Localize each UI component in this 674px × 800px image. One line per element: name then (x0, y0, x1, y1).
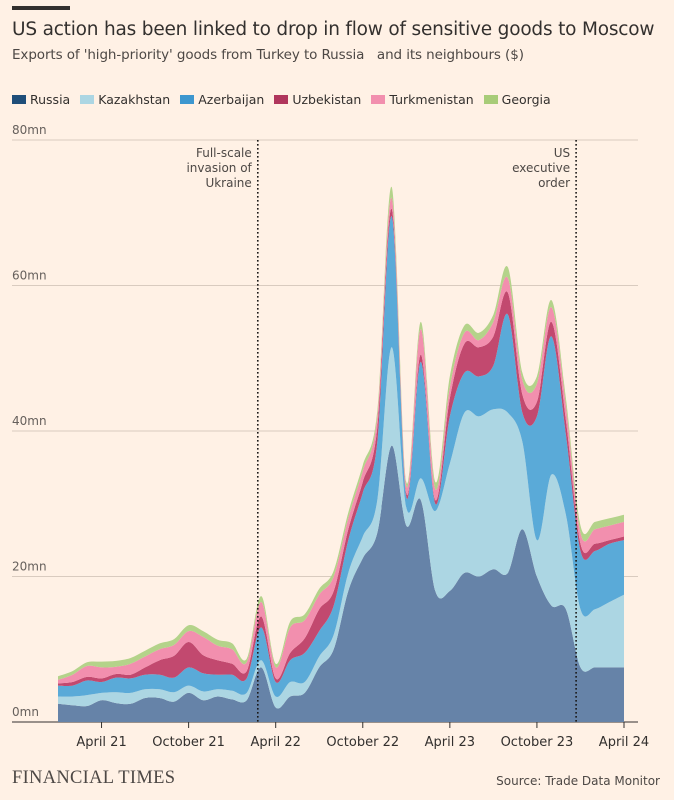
x-tick-label: October 21 (152, 735, 225, 750)
x-tick-label: April 21 (76, 735, 126, 750)
x-tick-label: April 22 (250, 735, 300, 750)
legend-label-georgia: Georgia (501, 92, 551, 107)
annotation-label: invasion of (186, 161, 252, 175)
chart-subtitle: Exports of 'high-priority' goods from Tu… (12, 47, 524, 63)
legend-swatch-kazakhstan (80, 95, 95, 104)
annotation-label: Ukraine (205, 176, 251, 190)
legend-item-uzbekistan: Uzbekistan (274, 92, 361, 107)
legend-label-russia: Russia (30, 92, 71, 107)
legend-swatch-turkmenistan (371, 95, 386, 104)
legend-swatch-georgia (483, 95, 498, 104)
legend-label-kazakhstan: Kazakhstan (98, 92, 171, 107)
legend-item-georgia: Georgia (483, 92, 551, 107)
source-note: Source: Trade Data Monitor (496, 774, 660, 788)
x-tick-label: April 24 (599, 735, 649, 750)
legend-item-kazakhstan: Kazakhstan (80, 92, 170, 107)
legend-label-turkmenistan: Turkmenistan (389, 92, 474, 107)
x-tick-label: April 23 (425, 735, 475, 750)
legend-item-turkmenistan: Turkmenistan (371, 92, 474, 107)
annotation-label: order (538, 176, 570, 190)
y-tick-label: 80mn (12, 123, 47, 137)
x-tick-label: October 23 (501, 735, 574, 750)
legend-swatch-uzbekistan (274, 95, 289, 104)
legend: Russia Kazakhstan Azerbaijan Uzbekistan … (12, 92, 561, 107)
legend-label-uzbekistan: Uzbekistan (292, 92, 362, 107)
x-tick-label: October 22 (326, 735, 399, 750)
annotation-label: executive (512, 161, 570, 175)
legend-swatch-russia (12, 95, 26, 104)
chart-title: US action has been linked to drop in flo… (12, 19, 655, 40)
y-tick-label: 40mn (12, 414, 47, 428)
legend-item-azerbaijan: Azerbaijan (180, 92, 264, 107)
annotation-label: US (554, 146, 570, 160)
area-kazakhstan (58, 347, 624, 709)
area-azerbaijan (58, 216, 624, 698)
annotation-label: Full-scale (196, 146, 252, 160)
legend-item-russia: Russia (12, 92, 70, 107)
top-rule (12, 6, 70, 10)
legend-swatch-azerbaijan (180, 95, 195, 104)
legend-label-azerbaijan: Azerbaijan (198, 92, 265, 107)
area-russia (58, 445, 624, 722)
ft-logo: FINANCIAL TIMES (12, 768, 176, 788)
y-tick-label: 0mn (12, 705, 39, 719)
y-tick-label: 20mn (12, 560, 47, 574)
y-tick-label: 60mn (12, 269, 47, 283)
